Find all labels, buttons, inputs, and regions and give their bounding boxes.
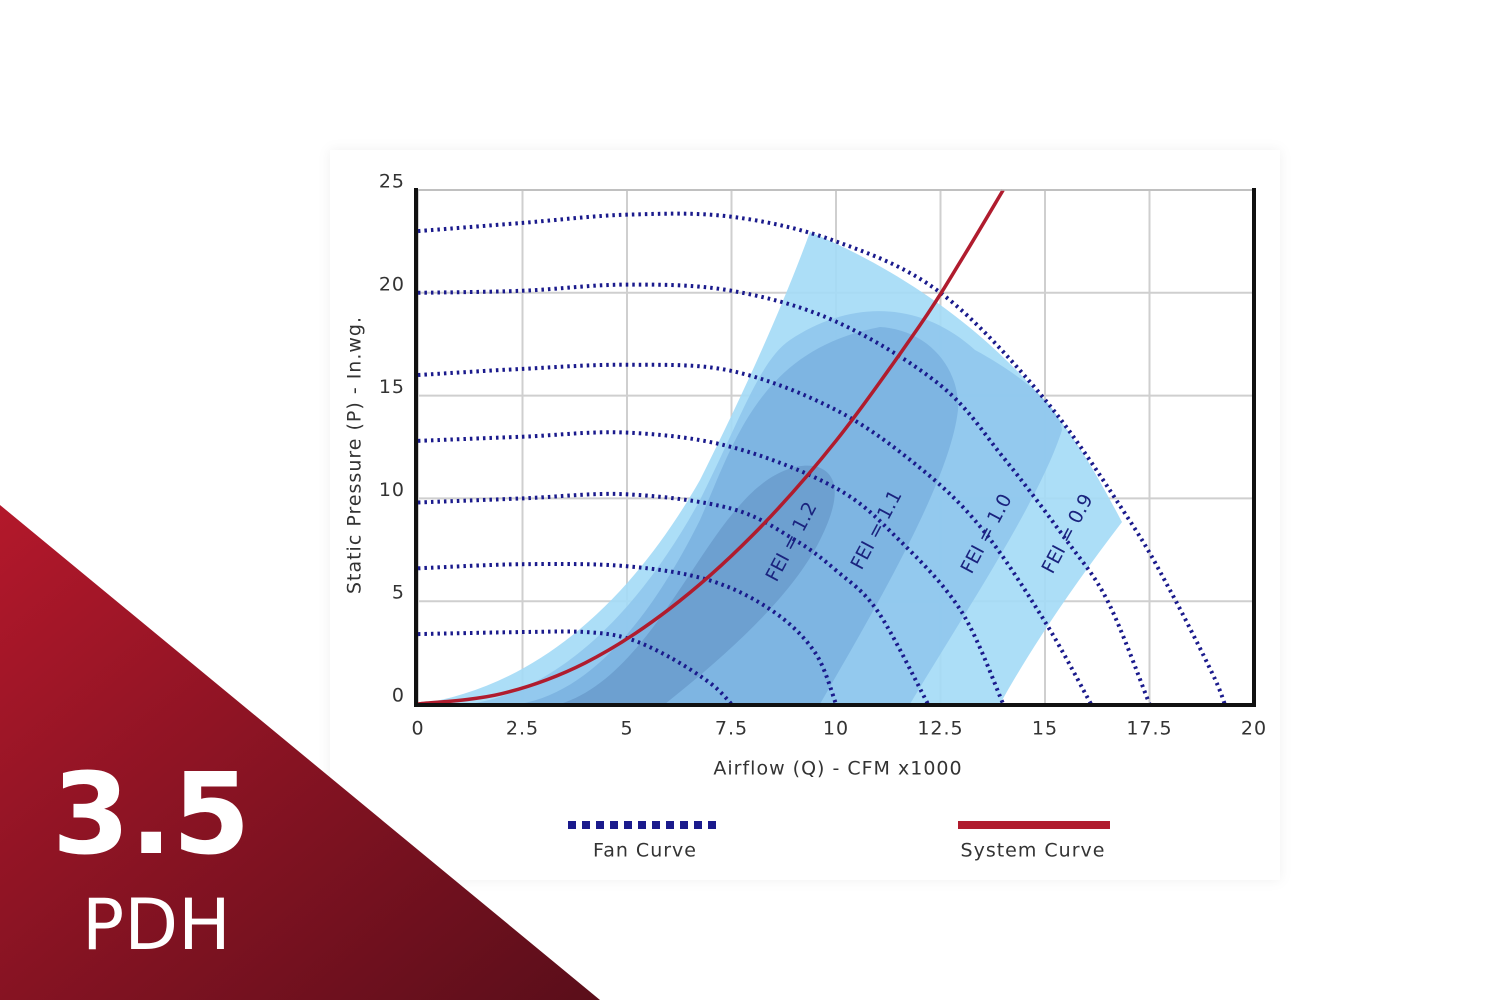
legend-label: System Curve	[961, 840, 1106, 862]
y-axis-title: Static Pressure (P) - In.wg.	[344, 316, 366, 594]
y-tick-label: 15	[379, 376, 405, 398]
x-tick-label: 7.5	[715, 718, 748, 740]
x-axis-title: Airflow (Q) - CFM x1000	[713, 758, 962, 780]
y-tick-label: 0	[392, 685, 405, 707]
y-tick-label: 20	[379, 273, 405, 295]
y-tick-label: 5	[392, 582, 405, 604]
x-tick-label: 2.5	[506, 718, 539, 740]
x-tick-label: 15	[1032, 718, 1058, 740]
x-tick-label: 12.5	[917, 718, 963, 740]
x-tick-label: 20	[1241, 718, 1267, 740]
badge-background	[0, 505, 600, 1000]
system-curve	[417, 189, 1005, 706]
x-tick-label: 0	[411, 718, 424, 740]
x-tick-label: 17.5	[1126, 718, 1172, 740]
fan-curve	[417, 430, 1006, 705]
fan-curve	[417, 491, 930, 705]
fan-curve	[417, 211, 1227, 705]
legend: Fan Curve System Curve	[568, 821, 1110, 862]
x-tick-label: 10	[823, 718, 849, 740]
fan-curve	[417, 282, 1152, 705]
badge-value: 3.5	[52, 750, 250, 880]
curves	[417, 189, 1227, 706]
legend-label: Fan Curve	[593, 840, 697, 862]
x-tick-label: 5	[620, 718, 633, 740]
y-tick-label: 25	[379, 171, 405, 193]
y-tick-label: 10	[379, 479, 405, 501]
badge-unit: PDH	[82, 884, 231, 966]
fan-curve	[417, 561, 838, 705]
fan-curve	[417, 629, 733, 706]
